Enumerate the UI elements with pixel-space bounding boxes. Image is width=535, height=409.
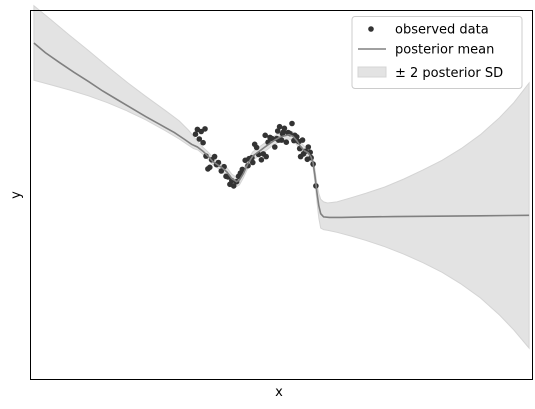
data-point <box>283 139 290 145</box>
data-point <box>272 144 278 150</box>
data-point <box>253 144 260 151</box>
axes-frame <box>30 10 533 380</box>
legend-label-mean: posterior mean <box>395 43 494 58</box>
data-point <box>278 137 285 143</box>
data-point <box>299 137 306 143</box>
y-axis-label: y <box>9 191 24 199</box>
data-point <box>207 164 213 171</box>
legend-label-band: ± 2 posterior SD <box>395 66 503 81</box>
data-point <box>239 166 246 173</box>
data-point <box>276 123 283 130</box>
data-point <box>230 183 237 189</box>
legend-box <box>351 16 523 89</box>
data-point <box>269 135 275 142</box>
data-point <box>274 128 281 134</box>
data-point <box>211 153 218 160</box>
data-point <box>192 131 199 137</box>
x-axis-label: x <box>275 385 283 400</box>
data-point <box>218 168 225 174</box>
data-point <box>200 139 206 146</box>
data-point <box>289 120 295 127</box>
data-point <box>281 125 288 132</box>
data-point <box>258 157 265 163</box>
data-point <box>202 126 208 132</box>
legend: observed data posterior mean ± 2 posteri… <box>351 16 523 89</box>
plot-area <box>33 4 530 350</box>
data-point <box>262 132 269 139</box>
data-point <box>263 153 270 160</box>
posterior-mean-line <box>33 42 530 219</box>
legend-label-observed: observed data <box>395 23 489 38</box>
legend-marker-band <box>357 66 387 78</box>
legend-marker-observed <box>368 26 374 32</box>
data-point <box>305 144 312 150</box>
data-point <box>196 136 203 142</box>
data-point <box>250 159 256 166</box>
